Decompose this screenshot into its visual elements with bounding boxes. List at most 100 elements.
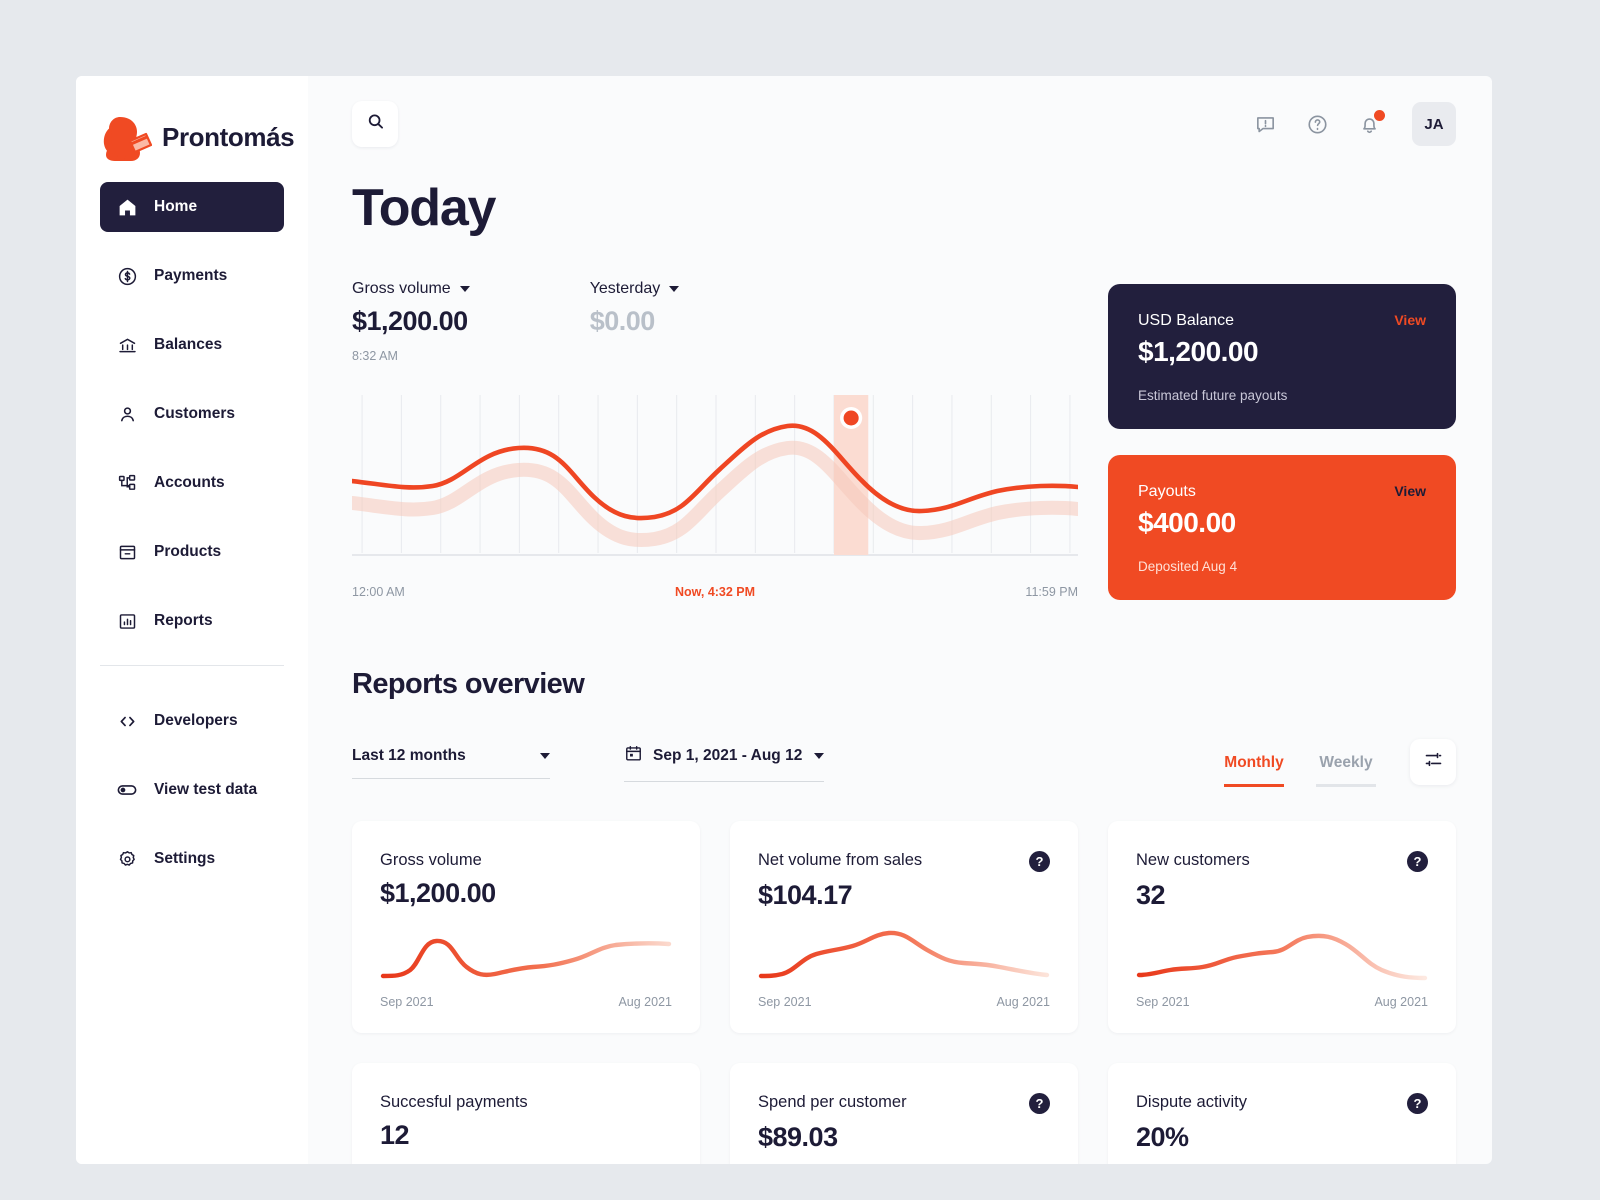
axis-end-label: 11:59 PM [1025,585,1078,599]
gross-volume-selector[interactable]: Gross volume [352,280,470,298]
axis-now-label: Now, 4:32 PM [674,585,756,599]
chevron-down-icon [669,286,680,292]
report-card-header: Spend per customer ? [758,1093,1050,1114]
payouts-subtext: Deposited Aug 4 [1138,559,1238,574]
chevron-down-icon [540,753,550,759]
sidebar-divider [100,665,284,666]
sidebar-item-label: Customers [154,405,235,422]
range-select[interactable]: Last 12 months [352,747,550,779]
axis-end-label: Aug 2021 [996,995,1050,1009]
notification-dot [1374,110,1385,121]
tab-monthly[interactable]: Monthly [1224,754,1284,787]
feedback-message-icon[interactable] [1252,111,1278,137]
report-card-dispute-activity: Dispute activity ? 20% [1108,1063,1456,1164]
report-card-header: Succesful payments [380,1093,672,1112]
bell-icon[interactable] [1356,110,1385,137]
report-card-axis: Sep 2021 Aug 2021 [758,995,1050,1009]
top-bar: JA [308,76,1492,172]
report-card-net-volume: Net volume from sales ? $104.17 Se [730,821,1078,1033]
sidebar-item-label: View test data [154,781,258,798]
payouts-amount: $400.00 [1138,507,1236,538]
bar-chart-icon [116,610,138,632]
brand: Prontomás [76,76,308,172]
squirrel-card-logo-icon [100,111,153,163]
sidebar: Prontomás Home Payments [76,76,308,1164]
reports-overview-title: Reports overview [352,668,585,700]
report-card-axis: Sep 2021 Aug 2021 [380,995,672,1009]
report-card-header: New customers ? [1136,851,1428,872]
usd-balance-title: USD Balance [1138,312,1235,329]
person-icon [116,403,138,425]
payouts-card: Payouts View $400.00 Deposited Aug 4 [1108,455,1456,600]
payouts-view-link[interactable]: View [1394,483,1426,499]
sidebar-item-accounts[interactable]: Accounts [100,458,284,508]
gear-icon [116,848,138,870]
sidebar-item-reports[interactable]: Reports [100,596,284,646]
sidebar-item-label: Home [154,198,198,215]
axis-start-label: Sep 2021 [1136,995,1190,1009]
sidebar-item-label: Balances [154,336,223,353]
today-chart-column: Gross volume $1,200.00 8:32 AM Yesterday [344,280,1108,600]
sidebar-item-products[interactable]: Products [100,527,284,577]
sidebar-item-payments[interactable]: Payments [100,251,284,301]
brand-name: Prontomás [162,121,295,152]
app-window: Prontomás Home Payments [76,76,1492,1164]
period-tabs: Monthly Weekly [1224,739,1456,787]
report-card-value: 12 [380,1120,410,1150]
report-card-successful-payments: Succesful payments 12 [352,1063,700,1164]
report-card-title: Gross volume [380,851,482,869]
report-card-header: Gross volume [380,851,672,870]
search-button[interactable] [352,101,398,147]
sidebar-item-view-test-data[interactable]: View test data [100,765,284,815]
tab-weekly[interactable]: Weekly [1316,754,1376,787]
gross-volume-label: Gross volume [352,280,451,297]
filter-button[interactable] [1410,739,1456,785]
sidebar-item-customers[interactable]: Customers [100,389,284,439]
toggle-icon [116,779,138,801]
top-bar-actions: JA [1252,102,1456,146]
main-content: JA Today Gross volume $1,200.00 8:32 AM [308,76,1492,1164]
help-circle-icon[interactable]: ? [1029,851,1050,872]
help-circle-icon[interactable]: ? [1407,1093,1428,1114]
report-card-new-customers: New customers ? 32 Sep 2021 [1108,821,1456,1033]
payouts-title: Payouts [1138,483,1196,500]
yesterday-label: Yesterday [589,280,661,297]
sidebar-item-label: Accounts [154,474,225,491]
report-card-spend-per-customer: Spend per customer ? $89.03 [730,1063,1078,1164]
chevron-down-icon [814,753,824,759]
report-card-value: $89.03 [758,1122,838,1152]
sidebar-item-label: Payments [154,267,228,284]
usd-balance-card: USD Balance View $1,200.00 Estimated fut… [1108,284,1456,429]
today-stats: Gross volume $1,200.00 8:32 AM Yesterday [352,280,1078,363]
org-chart-icon [116,472,138,494]
today-section: Gross volume $1,200.00 8:32 AM Yesterday [344,280,1456,600]
gross-volume-time: 8:32 AM [352,349,398,363]
help-circle-icon[interactable]: ? [1407,851,1428,872]
sidebar-item-label: Products [154,543,222,560]
report-card-axis: Sep 2021 Aug 2021 [1136,995,1428,1009]
usd-balance-view-link[interactable]: View [1394,312,1426,328]
avatar[interactable]: JA [1412,102,1456,146]
report-card-title: Dispute activity [1136,1093,1247,1111]
report-card-value: 32 [1136,880,1166,910]
payouts-header: Payouts View [1138,483,1426,501]
page-title: Today [352,179,496,237]
sparkline-new-customers [1136,920,1428,987]
sidebar-item-settings[interactable]: Settings [100,834,284,884]
range-select-value: Last 12 months [352,747,466,764]
help-circle-icon[interactable]: ? [1029,1093,1050,1114]
today-chart-axis: 12:00 AM Now, 4:32 PM 11:59 PM [352,585,1078,599]
today-line-chart[interactable]: 12:00 AM Now, 4:32 PM 11:59 PM [344,385,1086,599]
sidebar-item-home[interactable]: Home [100,182,284,232]
usd-balance-header: USD Balance View [1138,312,1426,330]
report-card-value: 20% [1136,1122,1189,1152]
report-card-title: Net volume from sales [758,851,923,869]
sidebar-item-developers[interactable]: Developers [100,696,284,746]
help-circle-icon[interactable] [1304,111,1330,137]
code-brackets-icon [116,710,138,732]
yesterday-selector[interactable]: Yesterday [590,280,680,298]
date-range-select[interactable]: Sep 1, 2021 - Aug 12 [624,744,824,782]
calendar-icon [624,744,643,768]
sidebar-item-balances[interactable]: Balances [100,320,284,370]
axis-end-label: Aug 2021 [618,995,672,1009]
